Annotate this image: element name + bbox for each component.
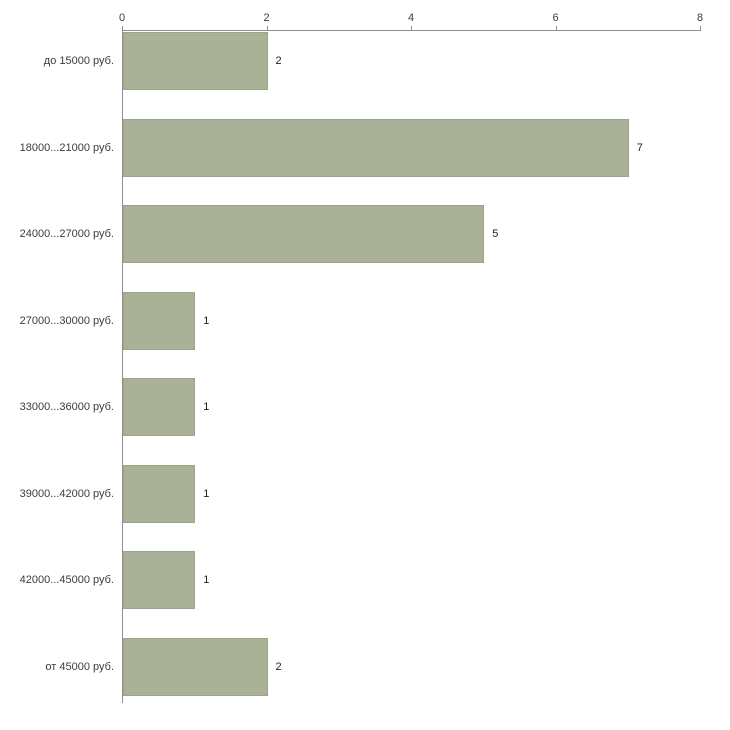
bar <box>123 291 196 350</box>
x-tick-mark <box>700 26 701 30</box>
x-tick-label: 8 <box>696 12 704 24</box>
x-tick-mark <box>266 26 268 30</box>
bar <box>123 464 196 523</box>
bar <box>123 205 485 263</box>
bar <box>123 551 196 609</box>
x-tick-label: 6 <box>552 12 559 24</box>
value-label: 7 <box>636 141 643 154</box>
value-label: 1 <box>203 487 210 500</box>
category-label: 27000...30000 руб. <box>19 314 114 327</box>
value-label: 2 <box>275 55 282 67</box>
bar-row: 39000...42000 руб. 1 <box>0 464 730 523</box>
x-tick-mark <box>555 26 557 30</box>
x-tick-mark <box>411 26 412 30</box>
value-label: 1 <box>203 314 210 327</box>
x-tick-label: 4 <box>407 12 415 24</box>
bar-row: от 45000 руб. 2 <box>0 637 730 696</box>
value-label: 1 <box>203 574 210 586</box>
bar <box>123 118 629 177</box>
bar <box>123 637 268 696</box>
category-label: 33000...36000 руб. <box>19 401 114 413</box>
bar-row: до 15000 руб. 2 <box>0 32 730 90</box>
category-label: 18000...21000 руб. <box>19 141 114 154</box>
x-axis-line <box>122 30 701 31</box>
bar-row: 18000...21000 руб. 7 <box>0 118 730 177</box>
category-label: 42000...45000 руб. <box>19 574 114 586</box>
bar-row: 33000...36000 руб. 1 <box>0 378 730 436</box>
bar <box>123 32 268 90</box>
bar-row: 24000...27000 руб. 5 <box>0 205 730 263</box>
x-tick-mark <box>122 26 123 30</box>
category-label: от 45000 руб. <box>45 660 114 673</box>
category-label: до 15000 руб. <box>43 55 114 67</box>
category-label: 39000...42000 руб. <box>19 487 114 500</box>
category-label: 24000...27000 руб. <box>19 228 114 240</box>
y-axis-line <box>122 30 123 703</box>
bar <box>123 378 196 436</box>
x-tick-label: 0 <box>118 12 126 24</box>
bar-row: 42000...45000 руб. 1 <box>0 551 730 609</box>
bar-row: 27000...30000 руб. 1 <box>0 291 730 350</box>
value-label: 1 <box>203 401 210 413</box>
value-label: 5 <box>492 228 499 240</box>
x-tick-label: 2 <box>263 12 270 24</box>
value-label: 2 <box>275 660 282 673</box>
